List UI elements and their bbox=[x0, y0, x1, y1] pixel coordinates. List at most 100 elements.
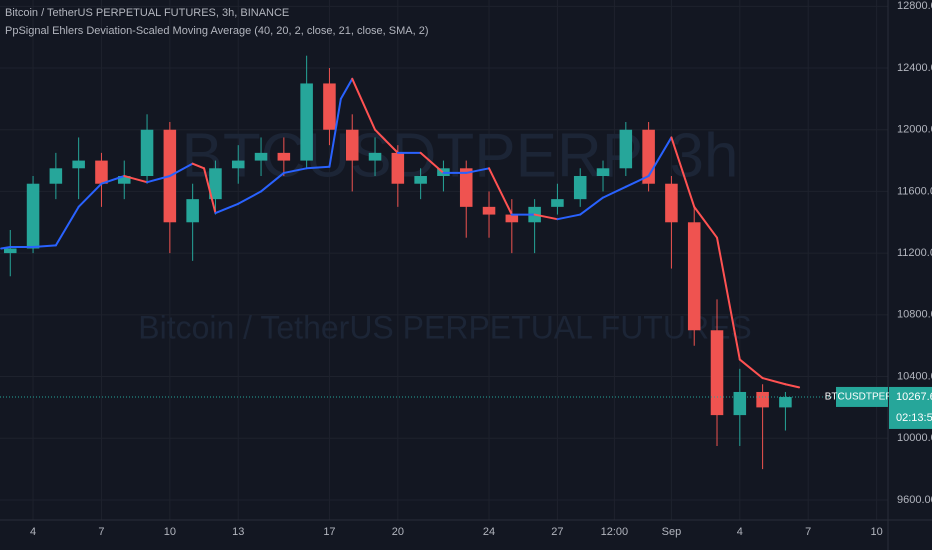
price-tag bbox=[889, 386, 932, 429]
candle-body bbox=[779, 396, 792, 408]
axes: 9600.00 10000.00 10400.00 10800.00 11200.00 1… bbox=[30, 0, 932, 538]
moving-average-segment bbox=[738, 358, 764, 380]
x-tick-label: 10 bbox=[164, 526, 176, 538]
moving-average-segment bbox=[351, 77, 377, 131]
candle-body bbox=[391, 152, 405, 184]
countdown-label: 02:13:59 bbox=[896, 412, 932, 424]
moving-average-segment bbox=[305, 165, 331, 170]
moving-average-segment bbox=[419, 151, 445, 174]
watermark-subtitle: Bitcoin / TetherUS PERPETUAL FUTURES bbox=[138, 309, 752, 345]
moving-average-segment bbox=[32, 244, 57, 248]
candle-body bbox=[72, 160, 85, 169]
x-tick-label: 10 bbox=[870, 526, 882, 538]
y-tick-label: 12000.00 bbox=[897, 124, 932, 136]
moving-average-segment bbox=[237, 190, 263, 205]
candle-body bbox=[26, 183, 40, 249]
moving-average-segment bbox=[339, 77, 354, 100]
chart-title[interactable]: Bitcoin / TetherUS PERPETUAL FUTURES, 3h… bbox=[5, 7, 289, 19]
plot bbox=[0, 55, 888, 470]
candle-body bbox=[140, 129, 154, 177]
moving-average-segment bbox=[465, 167, 491, 174]
candle-body bbox=[756, 391, 769, 408]
x-tick-label: Sep bbox=[662, 526, 682, 538]
x-tick-label: 27 bbox=[551, 526, 563, 538]
candle-body bbox=[49, 168, 63, 184]
moving-average-segment bbox=[328, 97, 342, 168]
x-tick-label: 13 bbox=[232, 526, 244, 538]
x-tick-label: 24 bbox=[483, 526, 495, 538]
moving-average-segment bbox=[488, 167, 513, 216]
moving-average-segment bbox=[533, 213, 559, 221]
candle-body bbox=[619, 129, 633, 169]
price-tag-label: 10267.69 bbox=[896, 391, 932, 403]
y-tick-label: 12800.00 bbox=[897, 0, 932, 12]
candle-body bbox=[323, 83, 336, 130]
candle-body bbox=[687, 222, 701, 331]
moving-average-segment bbox=[784, 383, 801, 389]
moving-average-segment bbox=[670, 136, 696, 208]
x-tick-label: 7 bbox=[805, 526, 811, 538]
candle-body bbox=[505, 214, 519, 223]
y-tick-label: 11200.00 bbox=[897, 247, 932, 259]
moving-average-segment bbox=[579, 196, 605, 216]
moving-average-segment bbox=[647, 136, 673, 178]
x-tick-label: 4 bbox=[737, 526, 743, 538]
moving-average-segment bbox=[282, 167, 308, 174]
moving-average-segment bbox=[214, 202, 240, 215]
moving-average-segment bbox=[123, 175, 149, 184]
candle-body bbox=[733, 391, 747, 416]
y-tick-label: 10800.00 bbox=[897, 309, 932, 321]
candle-body bbox=[459, 168, 473, 207]
moving-average-segment bbox=[203, 167, 217, 215]
moving-average-segment bbox=[260, 171, 285, 193]
symbol-tag bbox=[836, 386, 888, 407]
y-tick-label: 11600.00 bbox=[897, 185, 932, 197]
candle-body bbox=[551, 199, 564, 207]
moving-average-segment bbox=[761, 377, 787, 386]
moving-average-segment bbox=[374, 128, 399, 154]
x-tick-label: 12:00 bbox=[601, 526, 629, 538]
moving-average-segment bbox=[146, 175, 171, 184]
moving-average-segment bbox=[556, 213, 582, 221]
y-tick-label: 10400.00 bbox=[897, 370, 932, 382]
candle-body bbox=[277, 152, 291, 161]
candle-body bbox=[209, 168, 222, 200]
candle-body bbox=[345, 129, 359, 161]
candle-body bbox=[300, 83, 313, 161]
moving-average-segment bbox=[0, 245, 12, 250]
candle-body bbox=[414, 176, 427, 184]
candle-body bbox=[596, 168, 610, 177]
candle-body bbox=[710, 330, 724, 416]
candle-body bbox=[117, 176, 131, 184]
moving-average-segment bbox=[693, 205, 719, 239]
x-tick-label: 4 bbox=[30, 526, 36, 538]
x-tick-label: 20 bbox=[392, 526, 404, 538]
candle-body bbox=[573, 176, 587, 200]
moving-average-segment bbox=[716, 236, 741, 361]
moving-average-segment bbox=[54, 205, 80, 247]
candle-body bbox=[482, 206, 496, 215]
symbol-tag-label: BTCUSDTPERP bbox=[825, 392, 900, 403]
moving-average-segment bbox=[77, 182, 103, 208]
moving-average-segment bbox=[191, 162, 206, 170]
moving-average-segment bbox=[168, 162, 194, 178]
candle-body bbox=[254, 152, 268, 161]
candle-body bbox=[95, 160, 108, 184]
y-tick-label: 10000.00 bbox=[897, 432, 932, 444]
x-tick-label: 7 bbox=[98, 526, 104, 538]
moving-average-segment bbox=[602, 185, 627, 199]
x-tick-label: 17 bbox=[323, 526, 335, 538]
candle-body bbox=[231, 160, 245, 169]
candle-body bbox=[665, 183, 678, 223]
moving-average-segment bbox=[624, 175, 650, 188]
y-tick-label: 12400.00 bbox=[897, 62, 932, 74]
candle-body bbox=[368, 152, 382, 161]
candle-body bbox=[3, 248, 17, 254]
y-tick-label: 9600.00 bbox=[897, 494, 932, 506]
moving-average-segment bbox=[100, 175, 126, 185]
indicator-legend[interactable]: PpSignal Ehlers Deviation-Scaled Moving … bbox=[5, 25, 429, 37]
candle-body bbox=[186, 199, 199, 223]
